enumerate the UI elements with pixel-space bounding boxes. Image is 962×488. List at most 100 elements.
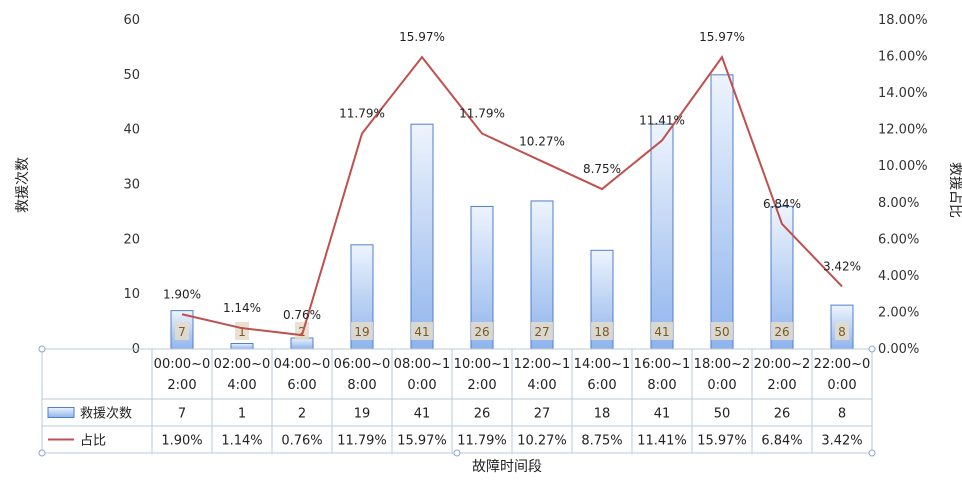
y-tick-label: 60 (123, 13, 140, 28)
bar (230, 343, 254, 350)
table-cell-ratio: 6.84% (761, 434, 802, 449)
table-cell-ratio: 10.27% (517, 434, 567, 449)
x-category-label: 04:00~0 (274, 357, 331, 372)
legend-line-label: 占比 (80, 434, 106, 449)
data-table: 00:00~0 2:00 02:00~0 4:00 04:00~0 6:00 06:00~0… (38, 345, 876, 457)
table-cell-count: 50 (714, 407, 731, 422)
y2-tick-label: 4.00% (878, 269, 919, 284)
table-cell-ratio: 1.14% (221, 434, 262, 449)
bar-label-box (835, 322, 849, 340)
table-cell-count: 26 (774, 407, 791, 422)
x-category-label: 22:00~0 (814, 357, 871, 372)
bar (710, 74, 734, 350)
x-category-label: 6:00 (587, 378, 616, 393)
x-category-label: 08:00~1 (394, 357, 451, 372)
line-data-label: 15.97% (699, 30, 745, 44)
x-category-label: 6:00 (287, 378, 316, 393)
y2-tick-label: 0.00% (878, 342, 919, 357)
bar-label-box (711, 322, 733, 340)
bar-data-label: 26 (774, 325, 789, 339)
selection-handle (868, 345, 876, 353)
y2-tick-label: 18.00% (878, 13, 928, 28)
line-data-label: 11.79% (339, 107, 385, 121)
x-category-label: 20:00~2 (754, 357, 811, 372)
table-cell-count: 2 (298, 407, 306, 422)
line-data-label: 15.97% (399, 30, 445, 44)
table-cell-ratio: 3.42% (821, 434, 862, 449)
line-data-label: 11.41% (639, 113, 685, 127)
bar-label-box (651, 322, 673, 340)
bar-data-label: 26 (474, 325, 489, 339)
selection-handle (868, 449, 876, 457)
table-cell-count: 41 (654, 407, 671, 422)
x-category-label: 4:00 (227, 378, 256, 393)
table-cell-count: 1 (238, 407, 246, 422)
x-category-label: 18:00~2 (694, 357, 751, 372)
table-cell-ratio: 8.75% (581, 434, 622, 449)
table-cell-ratio: 11.79% (457, 434, 507, 449)
bar (650, 123, 674, 350)
table-cell-count: 8 (838, 407, 846, 422)
x-category-label: 8:00 (647, 378, 676, 393)
y2-tick-label: 16.00% (878, 50, 928, 65)
x-category-label: 0:00 (407, 378, 436, 393)
bar-series: 7 1 2 19 41 26 27 18 41 50 26 8 (170, 74, 854, 350)
table-cell-ratio: 11.79% (337, 434, 387, 449)
x-category-label: 0:00 (707, 378, 736, 393)
x-category-label: 00:00~0 (154, 357, 211, 372)
table-cell-ratio: 11.41% (637, 434, 687, 449)
y2-tick-label: 12.00% (878, 123, 928, 138)
y-tick-label: 20 (123, 232, 140, 247)
x-axis-title: 故障时间段 (472, 459, 542, 475)
bar-label-box (771, 322, 793, 340)
table-cell-ratio: 1.90% (161, 434, 202, 449)
x-category-label: 2:00 (767, 378, 796, 393)
x-category-label: 16:00~1 (634, 357, 691, 372)
x-category-label: 2:00 (467, 378, 496, 393)
bar-data-label: 41 (654, 325, 669, 339)
y2-tick-label: 6.00% (878, 232, 919, 247)
selection-handle (38, 345, 46, 353)
selection-handle (453, 449, 461, 457)
bar-data-label: 19 (354, 325, 369, 339)
line-data-label: 11.79% (459, 107, 505, 121)
bar-label-box (531, 322, 553, 340)
line-data-label: 3.42% (823, 259, 861, 273)
table-cell-count: 26 (474, 407, 491, 422)
y2-tick-label: 8.00% (878, 196, 919, 211)
line-data-label: 6.84% (763, 197, 801, 211)
x-category-label: 14:00~1 (574, 357, 631, 372)
line-data-label: 10.27% (519, 134, 565, 148)
table-cell-ratio: 0.76% (281, 434, 322, 449)
y2-tick-label: 14.00% (878, 86, 928, 101)
table-cell-count: 18 (594, 407, 611, 422)
bar (410, 123, 434, 350)
y2-tick-label: 10.00% (878, 159, 928, 174)
bar-label-box (351, 322, 373, 340)
bar-data-label: 50 (714, 325, 729, 339)
bar-label-box (471, 322, 493, 340)
y-axis-right: 0.00% 2.00% 4.00% 6.00% 8.00% 10.00% 12.00% 14.… (878, 13, 928, 357)
y-tick-label: 50 (123, 68, 140, 83)
y2-tick-label: 2.00% (878, 305, 919, 320)
bar-data-label: 41 (414, 325, 429, 339)
bar-label-box (591, 322, 613, 340)
x-category-label: 2:00 (167, 378, 196, 393)
legend-bar-swatch (47, 407, 75, 418)
line-series: 1.90% 1.14% 0.76% 11.79% 15.97% 11.79% 10.27% 8… (163, 30, 861, 337)
bar-data-label: 27 (534, 325, 549, 339)
line-path (181, 54, 843, 337)
table-cell-count: 27 (534, 407, 551, 422)
y-tick-label: 10 (123, 287, 140, 302)
legend-bar-label: 救援次数 (80, 406, 132, 422)
bar-label-box (175, 322, 189, 340)
table-cell-count: 7 (178, 407, 186, 422)
line-data-label: 0.76% (283, 308, 321, 322)
x-category-label: 0:00 (827, 378, 856, 393)
line-data-label: 1.90% (163, 287, 201, 301)
x-category-label: 12:00~1 (514, 357, 571, 372)
x-category-label: 06:00~0 (334, 357, 391, 372)
x-category-label: 10:00~1 (454, 357, 511, 372)
